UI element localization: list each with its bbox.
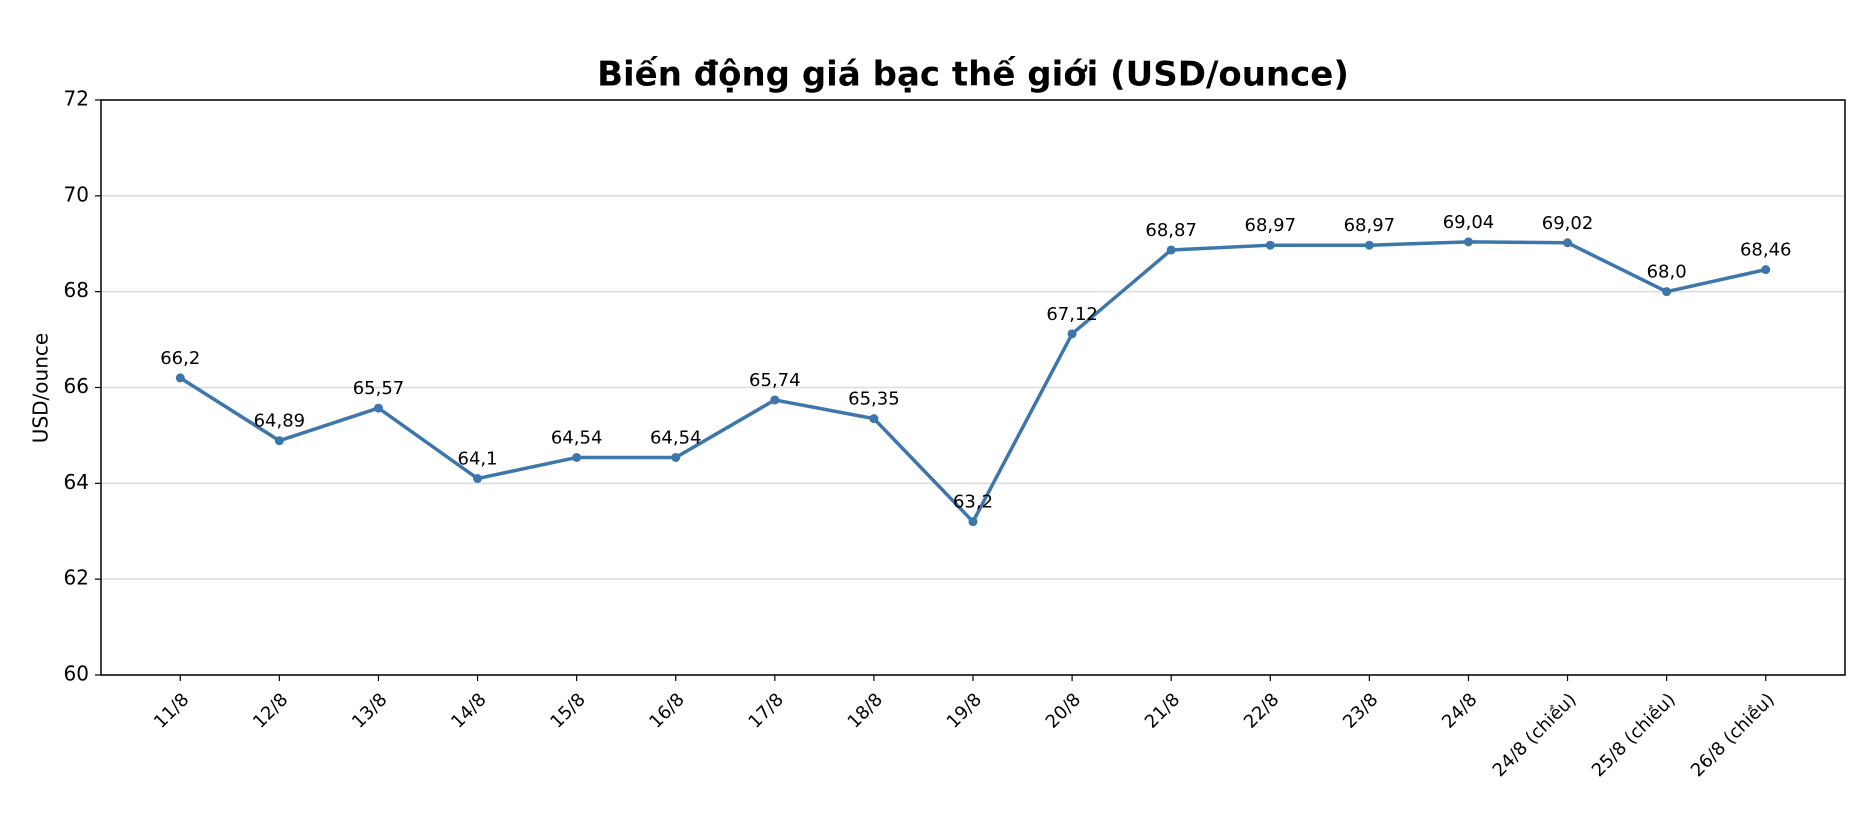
data-point — [1563, 238, 1573, 248]
x-tick-label: 19/8 — [943, 689, 986, 732]
x-tick-label: 26/8 (chiều) — [1687, 689, 1779, 781]
data-label: 64,1 — [458, 449, 498, 470]
x-tick-label: 15/8 — [546, 689, 589, 732]
x-tick-label: 20/8 — [1042, 689, 1085, 732]
data-point — [373, 403, 383, 413]
data-point — [473, 474, 483, 484]
y-tick-label: 64 — [64, 470, 89, 494]
data-label: 65,74 — [749, 370, 801, 391]
data-label: 67,12 — [1046, 304, 1098, 325]
x-tick-label: 12/8 — [249, 689, 292, 732]
y-tick-label: 72 — [64, 87, 89, 111]
data-label: 64,54 — [650, 427, 702, 448]
data-label: 68,0 — [1647, 262, 1687, 283]
x-tick-label: 24/8 (chiều) — [1489, 689, 1581, 781]
x-tick-label: 13/8 — [348, 689, 391, 732]
data-point — [1463, 237, 1473, 247]
x-tick-label: 11/8 — [150, 689, 193, 732]
x-tick-label: 21/8 — [1141, 689, 1184, 732]
data-point — [1166, 245, 1176, 255]
y-tick-label: 68 — [64, 278, 89, 302]
data-point — [869, 414, 879, 424]
data-label: 63,2 — [953, 492, 993, 513]
data-label: 68,46 — [1740, 240, 1792, 261]
x-tick-label: 14/8 — [447, 689, 490, 732]
data-point — [274, 436, 284, 446]
data-label: 66,2 — [160, 348, 200, 369]
x-tick-label: 24/8 — [1438, 689, 1481, 732]
data-label: 68,87 — [1145, 220, 1197, 241]
y-tick-label: 66 — [64, 374, 89, 398]
data-label: 69,04 — [1443, 212, 1495, 233]
data-label: 64,54 — [551, 427, 603, 448]
y-axis-label: USD/ounce — [29, 333, 53, 443]
data-point — [770, 395, 780, 405]
data-point — [968, 517, 978, 527]
x-tick-label: 25/8 (chiều) — [1588, 689, 1680, 781]
chart-title: Biến động giá bạc thế giới (USD/ounce) — [597, 55, 1349, 95]
x-tick-label: 17/8 — [744, 689, 787, 732]
data-label: 65,35 — [848, 389, 900, 410]
y-tick-label: 60 — [64, 662, 89, 686]
y-tick-label: 62 — [64, 566, 89, 590]
data-point — [572, 452, 582, 462]
data-label: 69,02 — [1542, 213, 1594, 234]
x-tick-label: 23/8 — [1339, 689, 1382, 732]
data-point — [1067, 329, 1077, 339]
data-line — [179, 240, 1767, 525]
data-point — [1265, 240, 1275, 250]
data-point — [1662, 287, 1672, 297]
data-point — [671, 452, 681, 462]
data-label: 68,97 — [1245, 215, 1297, 236]
data-label: 68,97 — [1344, 215, 1396, 236]
data-point — [1364, 240, 1374, 250]
data-label: 65,57 — [353, 378, 405, 399]
data-point — [175, 373, 185, 383]
x-tick-label: 16/8 — [645, 689, 688, 732]
data-point — [1761, 265, 1771, 275]
x-tick-label: 18/8 — [844, 689, 887, 732]
data-label: 64,89 — [254, 411, 306, 432]
y-tick-label: 70 — [64, 182, 89, 206]
x-tick-label: 22/8 — [1240, 689, 1283, 732]
